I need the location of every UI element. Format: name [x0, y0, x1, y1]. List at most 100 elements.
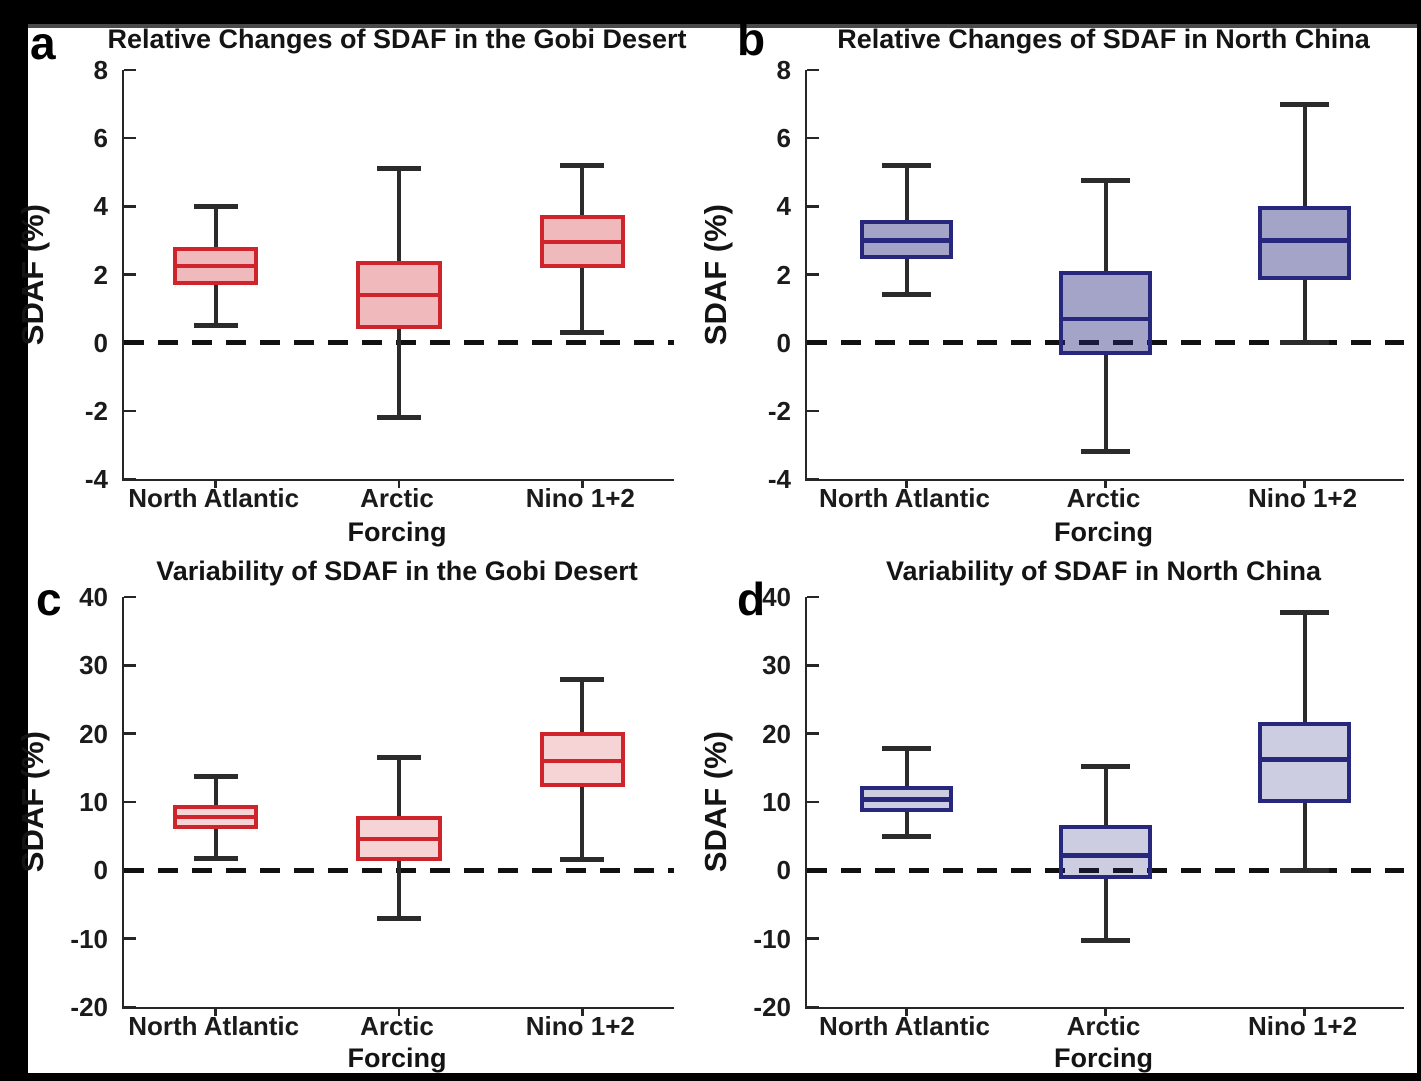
whisker-lower-north-atlantic: [213, 284, 218, 326]
y-tick-mark--4: [124, 477, 136, 481]
median-line-nino-1-2: [1258, 238, 1351, 243]
whisker-cap-top-north-atlantic: [193, 774, 238, 780]
whisker-cap-bottom-north-atlantic: [882, 834, 931, 840]
panel-d-letter: d: [737, 573, 766, 625]
y-tick-label-10: 10: [79, 787, 108, 817]
x-tick-mark-arctic: [397, 1007, 401, 1016]
y-tick-label-2: 2: [93, 259, 108, 290]
whisker-upper-nino-1-2: [1302, 104, 1307, 207]
zero-line: [807, 340, 1404, 346]
whisker-cap-top-arctic: [1081, 178, 1130, 184]
y-tick-label--2: -2: [84, 395, 108, 426]
whisker-lower-nino-1-2: [580, 267, 585, 333]
y-tick-mark--20: [124, 1005, 136, 1009]
y-tick-mark-4: [124, 205, 136, 208]
x-category-label-north-atlantic: North Atlantic: [128, 483, 300, 513]
x-category-label-nino-1-2: Nino 1+2: [525, 483, 635, 513]
whisker-lower-north-atlantic: [213, 829, 218, 859]
y-tick-mark--2: [124, 409, 136, 413]
median-line-north-atlantic: [173, 263, 259, 269]
y-tick-label-8: 8: [776, 55, 791, 85]
x-category-label-arctic: Arctic: [360, 1011, 434, 1041]
box-arctic: [1059, 271, 1152, 355]
y-tick-label--4: -4: [84, 464, 108, 494]
whisker-cap-bottom-arctic: [1081, 449, 1130, 455]
whisker-lower-nino-1-2: [1302, 279, 1307, 343]
y-tick-mark-2: [124, 273, 136, 276]
box-nino-1-2: [1258, 722, 1351, 803]
whisker-cap-bottom-north-atlantic: [882, 292, 931, 298]
whisker-upper-north-atlantic: [904, 165, 909, 220]
whisker-cap-bottom-arctic: [376, 915, 422, 921]
whisker-lower-arctic: [1103, 354, 1108, 452]
y-tick-mark-20: [124, 732, 136, 735]
y-tick-label-20: 20: [762, 718, 791, 749]
whisker-upper-arctic: [1103, 180, 1108, 272]
y-tick-mark-30: [807, 664, 819, 667]
median-line-nino-1-2: [539, 758, 625, 764]
median-line-nino-1-2: [1258, 757, 1351, 762]
median-line-nino-1-2: [539, 239, 625, 245]
y-tick-mark--20: [807, 1005, 819, 1009]
whisker-cap-bottom-nino-1-2: [1280, 867, 1329, 873]
y-tick-label-10: 10: [762, 787, 791, 817]
y-tick-mark--10: [124, 937, 136, 940]
y-tick-mark-6: [124, 136, 136, 140]
x-tick-mark-arctic: [397, 479, 401, 488]
whisker-lower-arctic: [1103, 878, 1108, 941]
whisker-upper-arctic: [1103, 766, 1108, 825]
whisker-cap-top-arctic: [376, 755, 422, 761]
whisker-upper-north-atlantic: [213, 206, 218, 248]
panel-d-plot-area: [805, 595, 1404, 1016]
y-tick-label--20: -20: [753, 992, 791, 1022]
median-line-north-atlantic: [173, 814, 259, 820]
y-tick-label-0: 0: [776, 327, 791, 358]
y-tick-mark--4: [807, 477, 819, 481]
whisker-upper-nino-1-2: [1302, 612, 1307, 723]
y-tick-mark-40: [124, 595, 136, 599]
x-category-label-arctic: Arctic: [360, 483, 434, 513]
x-category-label-nino-1-2: Nino 1+2: [1247, 1011, 1358, 1041]
y-tick-label-6: 6: [776, 123, 791, 154]
whisker-cap-bottom-arctic: [1081, 938, 1130, 944]
y-tick-mark-20: [807, 732, 819, 735]
x-category-label-nino-1-2: Nino 1+2: [525, 1011, 635, 1041]
panel-d-x-axis-label: Forcing: [1054, 1043, 1153, 1073]
y-tick-mark-8: [124, 68, 136, 72]
median-line-arctic: [1059, 853, 1152, 858]
y-tick-mark-8: [807, 68, 819, 72]
x-category-label-nino-1-2: Nino 1+2: [1247, 483, 1358, 513]
y-tick-label-6: 6: [93, 123, 108, 154]
y-tick-mark-40: [807, 595, 819, 599]
figure-canvas: [28, 24, 1417, 1073]
whisker-upper-north-atlantic: [213, 776, 218, 806]
whisker-cap-top-north-atlantic: [882, 162, 931, 168]
whisker-upper-arctic: [397, 168, 401, 261]
whisker-cap-bottom-nino-1-2: [560, 856, 605, 862]
y-tick-label-30: 30: [762, 650, 791, 681]
whisker-cap-top-arctic: [376, 166, 422, 172]
panel-a-letter: a: [30, 17, 56, 69]
panel-a-x-axis-label: Forcing: [347, 517, 447, 547]
median-line-arctic: [1059, 316, 1152, 322]
panel-b-plot-area: [805, 68, 1404, 488]
x-tick-mark-arctic: [1104, 479, 1107, 488]
x-tick-mark-nino-1-2: [1303, 479, 1306, 488]
whisker-upper-nino-1-2: [580, 165, 585, 215]
box-nino-1-2: [1258, 206, 1351, 280]
y-tick-label-2: 2: [776, 259, 791, 290]
y-tick-label-0: 0: [93, 855, 108, 886]
y-tick-mark-2: [807, 273, 819, 276]
x-tick-mark-arctic: [1104, 1007, 1107, 1016]
whisker-lower-arctic: [397, 329, 401, 418]
y-tick-mark--10: [807, 937, 819, 940]
whisker-cap-bottom-nino-1-2: [1280, 340, 1329, 346]
panel-a-plot-area: [122, 68, 674, 488]
panel-d-title: Variability of SDAF in North China: [885, 556, 1322, 586]
x-tick-mark-north-atlantic: [214, 1007, 217, 1016]
whisker-cap-bottom-nino-1-2: [560, 329, 605, 335]
whisker-cap-top-north-atlantic: [882, 746, 931, 752]
